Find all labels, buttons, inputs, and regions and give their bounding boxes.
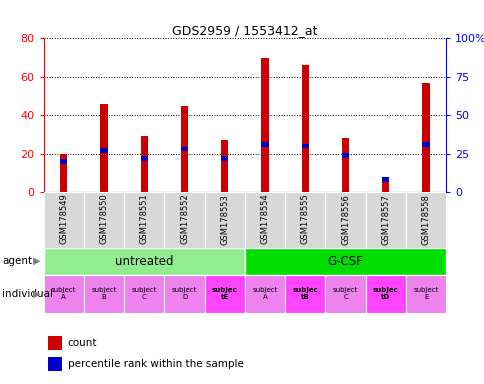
- Bar: [124, 275, 164, 313]
- Text: subjec
tE: subjec tE: [212, 287, 237, 300]
- Bar: [285, 275, 325, 313]
- Bar: [164, 192, 204, 248]
- Bar: [60, 154, 67, 192]
- Bar: [244, 192, 285, 248]
- Bar: [100, 148, 107, 153]
- Bar: [140, 156, 148, 161]
- Bar: [124, 192, 164, 248]
- Text: subject
B: subject B: [91, 287, 117, 300]
- Bar: [422, 142, 429, 147]
- Text: G-CSF: G-CSF: [327, 255, 363, 268]
- Text: agent: agent: [2, 256, 32, 266]
- Bar: [140, 136, 148, 192]
- Text: GSM178556: GSM178556: [340, 194, 349, 245]
- Text: ▶: ▶: [33, 256, 40, 266]
- Bar: [84, 192, 124, 248]
- Bar: [285, 192, 325, 248]
- Text: ▶: ▶: [33, 289, 40, 299]
- Bar: [244, 248, 445, 275]
- Bar: [44, 275, 84, 313]
- Bar: [47, 336, 61, 349]
- Bar: [44, 192, 84, 248]
- Bar: [301, 144, 308, 148]
- Text: GSM178554: GSM178554: [260, 194, 269, 245]
- Text: GSM178558: GSM178558: [421, 194, 430, 245]
- Text: GSM178552: GSM178552: [180, 194, 189, 245]
- Bar: [181, 147, 188, 151]
- Text: count: count: [68, 338, 97, 348]
- Bar: [381, 182, 389, 192]
- Bar: [181, 106, 188, 192]
- Bar: [422, 83, 429, 192]
- Bar: [261, 142, 268, 147]
- Bar: [221, 156, 228, 161]
- Bar: [325, 192, 365, 248]
- Bar: [204, 275, 244, 313]
- Text: GSM178550: GSM178550: [99, 194, 108, 245]
- Bar: [47, 357, 61, 371]
- Bar: [341, 153, 348, 157]
- Text: subject
A: subject A: [252, 287, 277, 300]
- Bar: [261, 58, 268, 192]
- Text: subject
C: subject C: [332, 287, 358, 300]
- Bar: [60, 159, 67, 164]
- Text: untreated: untreated: [115, 255, 173, 268]
- Text: subjec
tD: subjec tD: [372, 287, 398, 300]
- Bar: [244, 275, 285, 313]
- Text: subjec
tB: subjec tB: [292, 287, 318, 300]
- Text: individual: individual: [2, 289, 53, 299]
- Text: subject
A: subject A: [51, 287, 76, 300]
- Text: subject
D: subject D: [171, 287, 197, 300]
- Text: percentile rank within the sample: percentile rank within the sample: [68, 359, 243, 369]
- Text: GSM178557: GSM178557: [380, 194, 390, 245]
- Text: GSM178555: GSM178555: [300, 194, 309, 245]
- Bar: [100, 104, 107, 192]
- Title: GDS2959 / 1553412_at: GDS2959 / 1553412_at: [172, 24, 317, 37]
- Bar: [405, 192, 445, 248]
- Bar: [164, 275, 204, 313]
- Text: GSM178553: GSM178553: [220, 194, 229, 245]
- Text: GSM178551: GSM178551: [139, 194, 149, 245]
- Bar: [325, 275, 365, 313]
- Bar: [381, 177, 389, 182]
- Text: GSM178549: GSM178549: [59, 194, 68, 245]
- Bar: [204, 192, 244, 248]
- Text: subject
E: subject E: [412, 287, 438, 300]
- Text: subject
C: subject C: [131, 287, 157, 300]
- Bar: [365, 275, 405, 313]
- Bar: [84, 275, 124, 313]
- Bar: [221, 140, 228, 192]
- Bar: [301, 65, 308, 192]
- Bar: [341, 138, 348, 192]
- Bar: [365, 192, 405, 248]
- Bar: [405, 275, 445, 313]
- Bar: [44, 248, 244, 275]
